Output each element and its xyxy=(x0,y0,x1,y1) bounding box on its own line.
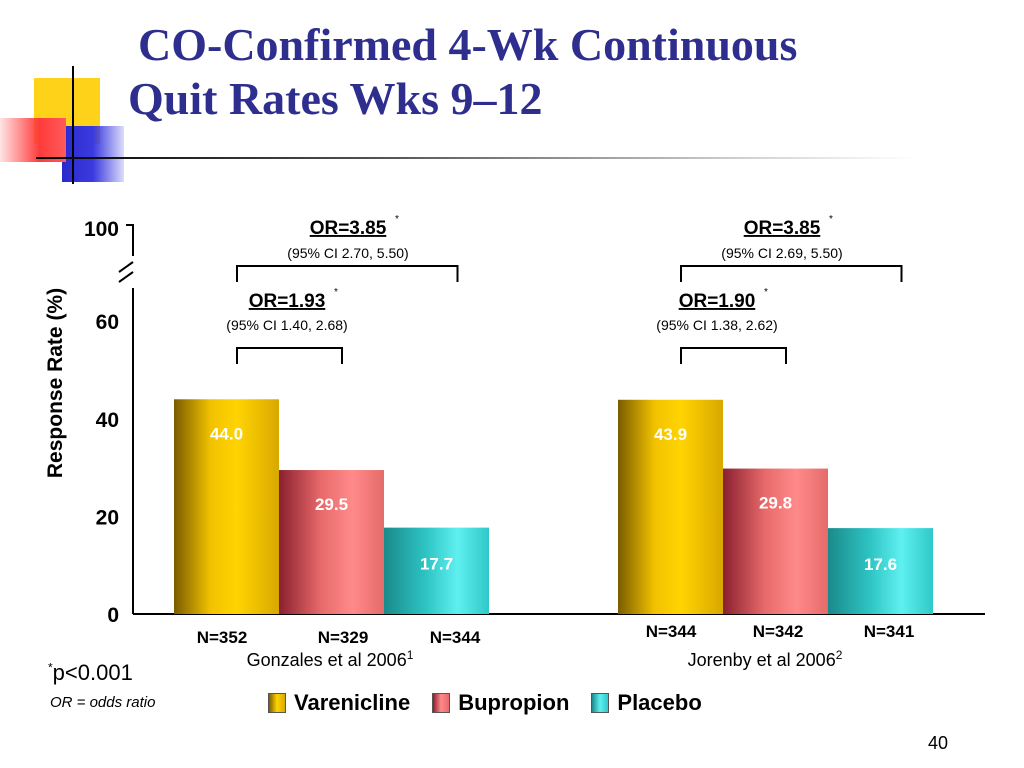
data-label: 43.9 xyxy=(654,425,687,444)
group-label: Jorenby et al 20062 xyxy=(688,648,843,670)
ci-label: (95% CI 1.40, 2.68) xyxy=(226,317,347,333)
footnote-marker: * xyxy=(48,660,53,675)
title-line-2: Quit Rates Wks 9–12 xyxy=(128,73,543,124)
odds-ratio-label: OR=3.85 xyxy=(744,218,821,239)
legend-swatch-placebo xyxy=(591,693,610,713)
data-label: 44.0 xyxy=(210,424,243,443)
significance-marker: * xyxy=(334,287,338,298)
axis-break-mark xyxy=(118,271,134,283)
odds-ratio-label: OR=3.85 xyxy=(310,218,387,239)
y-axis-title: Response Rate (%) xyxy=(44,288,67,478)
bracket-vs-placebo xyxy=(680,265,903,282)
bracket-vs-bupropion xyxy=(680,347,787,364)
footnote-p-text: p<0.001 xyxy=(52,660,133,685)
footnote-or: OR = odds ratio xyxy=(50,694,156,711)
data-label: 29.5 xyxy=(315,495,348,514)
deco-horizontal-line xyxy=(36,157,916,159)
legend-label: Placebo xyxy=(617,690,702,715)
n-label: N=344 xyxy=(646,622,697,641)
bar-bupropion xyxy=(279,470,384,614)
legend-swatch-bupropion xyxy=(432,693,451,713)
bar-placebo xyxy=(828,528,933,614)
title-line-1: CO-Confirmed 4-Wk Continuous xyxy=(138,19,798,70)
significance-marker: * xyxy=(764,287,768,298)
legend-label: Varenicline xyxy=(294,690,411,715)
y-axis-top-segment xyxy=(126,224,134,256)
legend-item-varenicline: Varenicline xyxy=(268,690,410,716)
odds-ratio-label: OR=1.93 xyxy=(249,291,326,312)
significance-marker: * xyxy=(395,214,399,225)
deco-vertical-line xyxy=(72,66,74,184)
n-label: N=329 xyxy=(318,628,369,647)
bar-varenicline xyxy=(174,399,279,614)
y-tick-label: 0 xyxy=(107,604,119,627)
ci-label: (95% CI 2.70, 5.50) xyxy=(287,245,408,261)
slide-number: 40 xyxy=(928,733,949,753)
n-label: N=342 xyxy=(753,622,804,641)
slide-title: CO-Confirmed 4-Wk Continuous Quit Rates … xyxy=(128,18,1008,126)
legend-item-bupropion: Bupropion xyxy=(432,690,569,716)
y-tick-label: 100 xyxy=(84,218,119,241)
bar-varenicline xyxy=(618,399,723,614)
bracket-vs-bupropion xyxy=(236,347,343,364)
chart-brackets xyxy=(236,265,903,364)
axis-break-mark xyxy=(118,261,134,273)
bracket-vs-placebo xyxy=(236,265,459,282)
footnote-p-value: *p<0.001 xyxy=(48,660,133,686)
bar-bupropion xyxy=(723,468,828,614)
data-label: 29.8 xyxy=(759,494,792,513)
y-tick-label: 20 xyxy=(96,506,119,529)
data-label: 17.7 xyxy=(420,555,453,574)
n-label: N=341 xyxy=(864,622,915,641)
n-label: N=344 xyxy=(430,628,481,647)
n-label: N=352 xyxy=(197,628,248,647)
bar-placebo xyxy=(384,527,489,614)
group-label: Gonzales et al 20061 xyxy=(247,648,414,670)
ci-label: (95% CI 1.38, 2.62) xyxy=(656,317,777,333)
data-label: 17.6 xyxy=(864,555,897,574)
y-tick-label: 40 xyxy=(96,409,119,432)
odds-ratio-label: OR=1.90 xyxy=(679,291,756,312)
chart-legend: Varenicline Bupropion Placebo xyxy=(268,690,724,716)
legend-label: Bupropion xyxy=(458,690,570,715)
legend-swatch-varenicline xyxy=(268,693,286,713)
deco-red-square xyxy=(0,118,66,162)
significance-marker: * xyxy=(829,214,833,225)
legend-item-placebo: Placebo xyxy=(591,690,702,716)
chart-bars xyxy=(174,399,933,614)
chart-labels: 44.0 N=352 29.5 N=329 17.7 N=344 Gonzales et a… xyxy=(197,214,915,670)
y-tick-label: 60 xyxy=(96,311,119,334)
ci-label: (95% CI 2.69, 5.50) xyxy=(721,245,842,261)
